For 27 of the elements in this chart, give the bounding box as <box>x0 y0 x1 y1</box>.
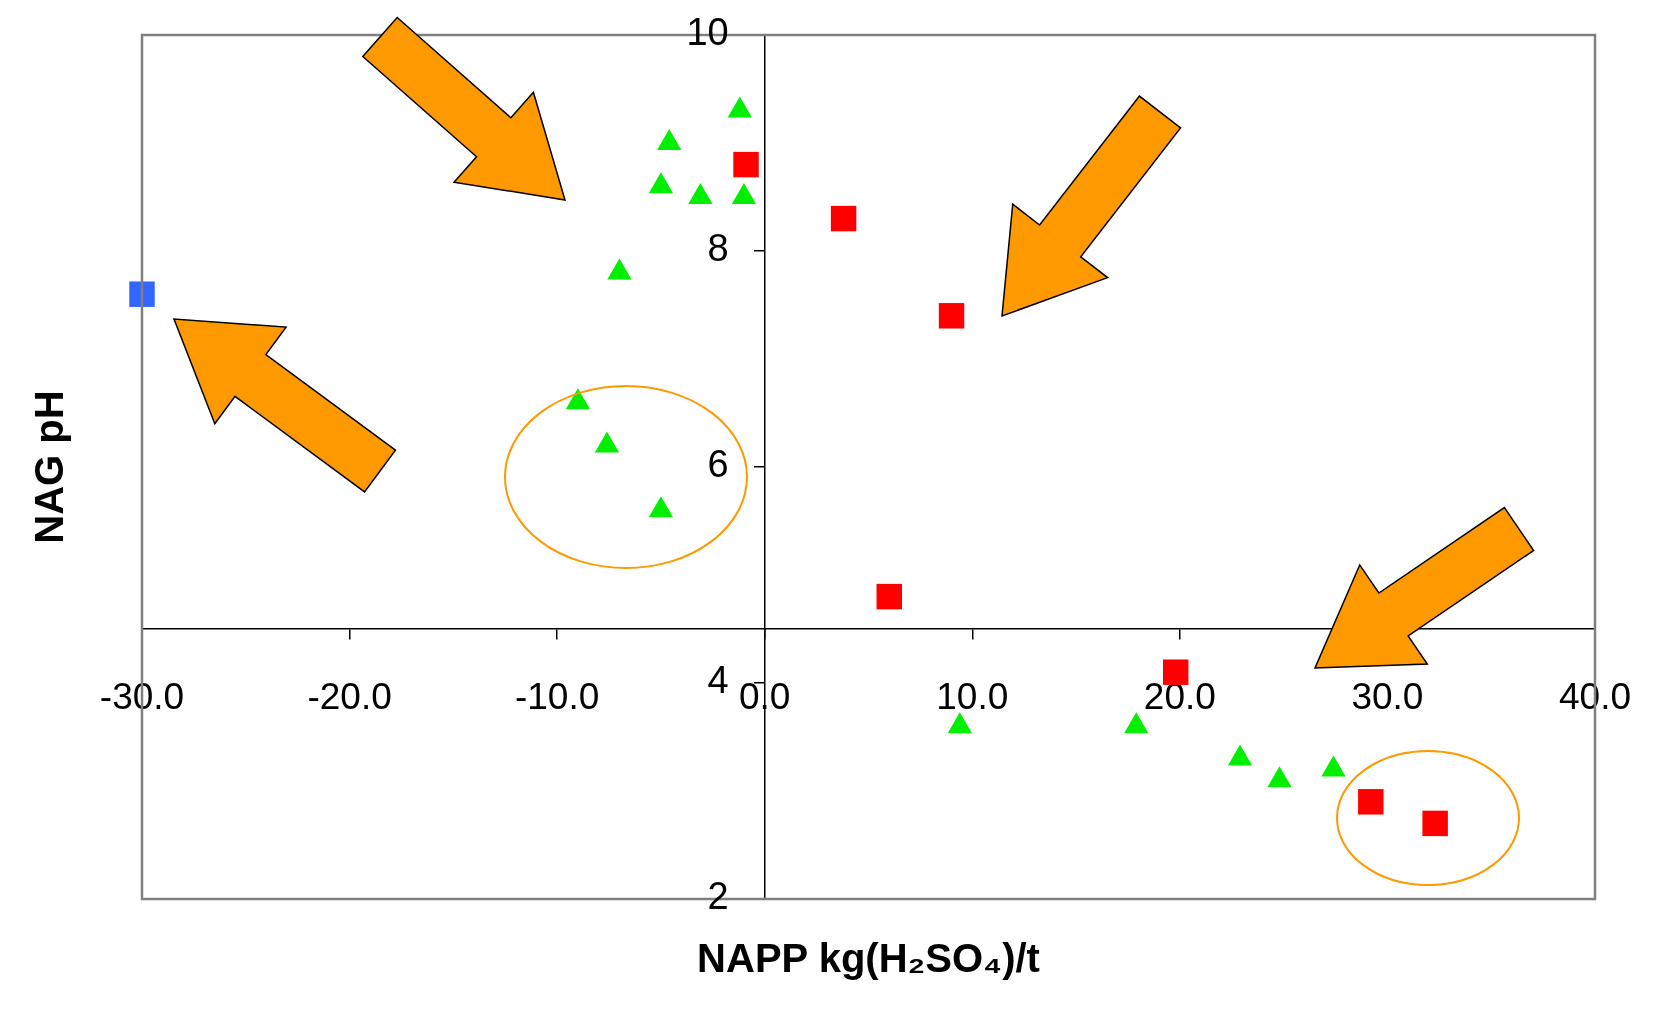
y-tick-label: 2 <box>707 875 729 918</box>
x-tick-label: 20.0 <box>1143 676 1216 718</box>
y-axis-title: NAG pH <box>27 390 72 544</box>
x-tick-label: 10.0 <box>936 676 1009 718</box>
x-axis-title: NAPP kg(H₂SO₄)/t <box>697 936 1040 981</box>
point <box>607 258 632 280</box>
point <box>1124 712 1149 734</box>
point <box>731 183 757 204</box>
point <box>727 96 752 118</box>
point <box>1267 766 1292 788</box>
point <box>648 496 674 518</box>
y-tick-label: 6 <box>707 443 729 486</box>
x-tick-label: -10.0 <box>514 676 600 718</box>
point <box>1321 755 1346 777</box>
point <box>1227 744 1253 766</box>
point <box>688 183 713 204</box>
y-tick-label: 10 <box>686 11 729 54</box>
x-tick-label: -30.0 <box>99 676 185 718</box>
point <box>565 388 591 410</box>
point <box>648 172 674 194</box>
point <box>947 712 972 734</box>
x-tick-label: 30.0 <box>1351 676 1424 718</box>
y-tick-label: 4 <box>707 659 729 702</box>
x-tick-label: -20.0 <box>307 676 392 718</box>
y-tick-label: 8 <box>707 227 729 270</box>
point <box>657 129 682 150</box>
point <box>594 431 620 453</box>
